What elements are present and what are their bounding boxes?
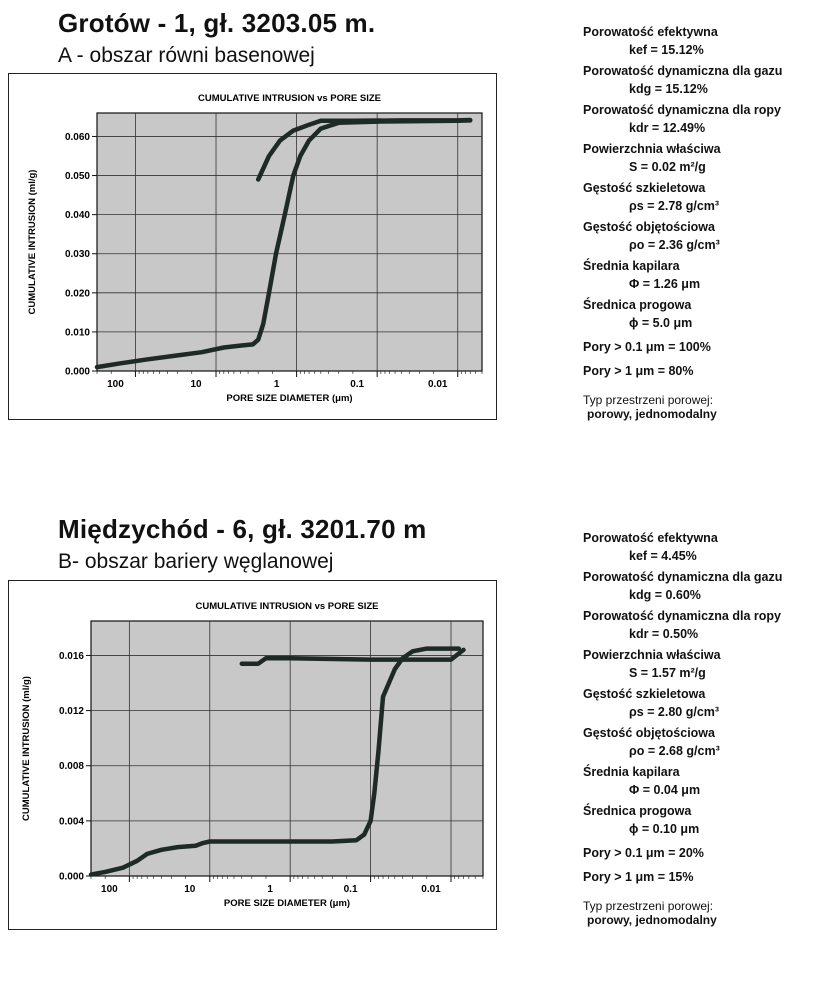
property-value: ϕ = 0.10 μm [629,822,700,836]
property-value: ρs = 2.80 g/cm³ [629,705,720,719]
property-value: kdr = 12.49% [629,121,706,135]
property-value: kdg = 0.60% [629,588,701,602]
y-tick-label: 0.060 [65,132,90,143]
chart-a-frame: 100 10 1 0.1 0.01 0.000 0.010 0.020 0.030 0.040 0.… [8,73,497,420]
property-value: kdg = 15.12% [629,82,708,96]
y-tick-label: 0.000 [65,367,90,378]
chart-title: CUMULATIVE INTRUSION vs PORE SIZE [198,93,381,104]
panel-a-subtitle: A - obszar równi basenowej [58,44,315,67]
pore-fraction: Pory > 1 μm = 15% [583,870,694,884]
x-tick-label: 10 [184,884,196,895]
plot-area [96,112,483,372]
y-axis-label: CUMULATIVE INTRUSION (ml/g) [27,170,38,315]
property-value: ρs = 2.78 g/cm³ [629,199,720,213]
chart-b: 100 10 1 0.1 0.01 0.000 0.004 0.008 0.012 0.016 CU… [21,601,484,909]
series-line [88,646,462,877]
y-tick-label: 0.010 [65,327,90,338]
property-name: Średnia kapilara [583,259,680,273]
pore-type-value: porowy, jednomodalny [587,407,717,421]
property-name: Porowatość dynamiczna dla ropy [583,103,781,117]
x-tick-label: 0.01 [428,379,448,390]
panel-a-title: Grotów - 1, gł. 3203.05 m. [58,8,376,38]
y-tick-label: 0.004 [59,816,84,827]
property-name: Gęstość objętościowa [583,726,715,740]
plot-area [90,620,484,877]
x-axis-label: PORE SIZE DIAMETER (μm) [224,898,350,909]
y-tick-label: 0.008 [59,761,84,772]
x-tick-label: 100 [101,884,118,895]
y-tick-label: 0.050 [65,171,90,182]
x-axis-label: PORE SIZE DIAMETER (μm) [226,393,352,404]
property-name: Porowatość efektywna [583,25,718,39]
property-name: Powierzchnia właściwa [583,142,721,156]
panel-b-title: Międzychód - 6, gł. 3201.70 m [58,514,427,544]
property-value: Φ = 1.26 μm [629,277,701,291]
chart-a: 100 10 1 0.1 0.01 0.000 0.010 0.020 0.030 0.040 0.… [27,93,483,404]
property-name: Porowatość dynamiczna dla gazu [583,64,783,78]
property-name: Porowatość dynamiczna dla ropy [583,609,781,623]
x-tick-label: 0.1 [350,379,364,390]
pore-fraction: Pory > 1 μm = 80% [583,364,694,378]
property-value: ρo = 2.68 g/cm³ [629,744,720,758]
property-name: Średnica progowa [583,804,692,818]
y-tick-label: 0.016 [59,651,84,662]
property-value: kdr = 0.50% [629,627,699,641]
properties-b: Porowatość efektywna kef = 4.45% Porowatoś… [583,530,782,927]
x-tick-label: 1 [274,379,280,390]
y-tick-label: 0.000 [59,872,84,883]
pore-type-label: Typ przestrzeni porowej: [583,393,714,407]
property-name: Porowatość efektywna [583,531,718,545]
property-value: kef = 4.45% [629,549,697,563]
property-value: Φ = 0.04 μm [629,783,701,797]
y-axis-label: CUMULATIVE INTRUSION (ml/g) [21,676,32,821]
y-tick-label: 0.012 [59,706,84,717]
panel-b-subtitle: B- obszar bariery węglanowej [58,550,334,573]
property-value: S = 0.02 m²/g [629,160,706,174]
property-name: Średnia kapilara [583,765,680,779]
property-name: Powierzchnia właściwa [583,648,721,662]
x-tick-label: 0.01 [421,884,441,895]
property-name: Gęstość szkieletowa [583,181,706,195]
property-name: Średnica progowa [583,298,692,312]
y-tick-label: 0.020 [65,288,90,299]
y-tick-label: 0.030 [65,249,90,260]
property-value: ρo = 2.36 g/cm³ [629,238,720,252]
series-line [239,647,466,666]
property-name: Porowatość dynamiczna dla gazu [583,570,783,584]
series-line [255,117,473,182]
property-value: S = 1.57 m²/g [629,666,706,680]
chart-b-frame: 100 10 1 0.1 0.01 0.000 0.004 0.008 0.012 0.016 CU… [8,580,497,930]
chart-title: CUMULATIVE INTRUSION vs PORE SIZE [196,601,379,612]
property-name: Gęstość objętościowa [583,220,715,234]
x-tick-label: 100 [107,379,124,390]
pore-fraction: Pory > 0.1 μm = 20% [583,846,704,860]
x-tick-label: 1 [267,884,273,895]
pore-fraction: Pory > 0.1 μm = 100% [583,340,711,354]
pore-type-label: Typ przestrzeni porowej: [583,899,714,913]
property-value: ϕ = 5.0 μm [629,316,693,330]
y-tick-label: 0.040 [65,210,90,221]
pore-type-value: porowy, jednomodalny [587,913,717,927]
property-name: Gęstość szkieletowa [583,687,706,701]
x-tick-label: 0.1 [344,884,358,895]
properties-a: Porowatość efektywna kef = 15.12% Porowato… [583,24,782,421]
property-value: kef = 15.12% [629,43,704,57]
x-tick-label: 10 [190,379,202,390]
